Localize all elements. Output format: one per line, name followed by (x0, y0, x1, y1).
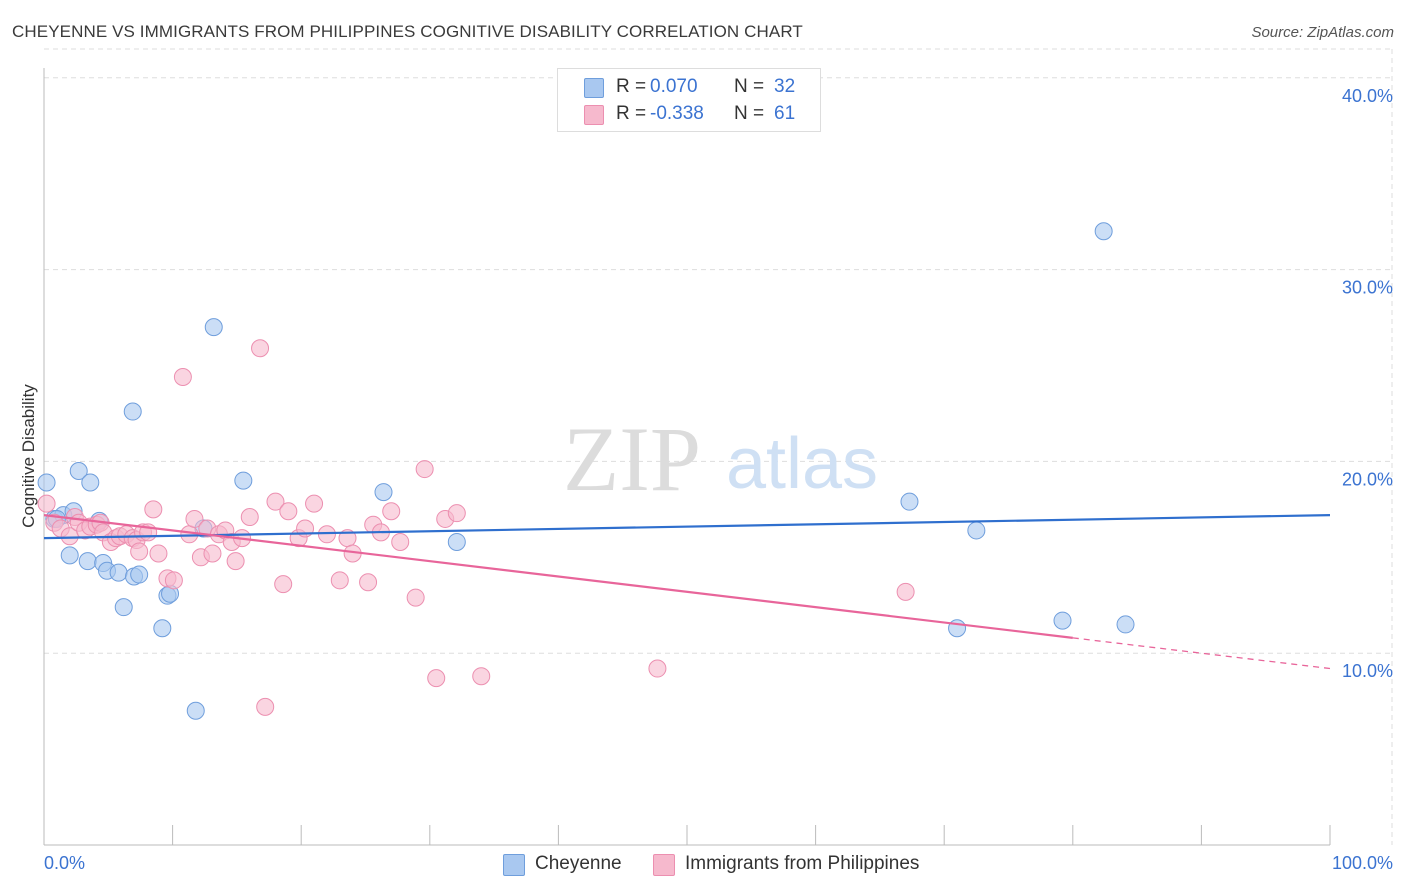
watermark: ZIP atlas (563, 408, 878, 510)
stats-legend-row-philippines: R = -0.338 N = 61 (558, 101, 820, 127)
philippines-point (37, 494, 56, 513)
philippines-point (359, 573, 378, 592)
philippines-point (279, 502, 298, 521)
cheyenne-point (81, 473, 100, 492)
philippines-point (251, 339, 270, 358)
r-value: 0.070 (650, 76, 698, 97)
cheyenne-point (374, 483, 393, 502)
philippines-legend-swatch (653, 854, 675, 876)
cheyenne-point (114, 598, 133, 617)
series-legend: Cheyenne Immigrants from Philippines (0, 852, 1406, 878)
philippines-point (447, 504, 466, 523)
philippines-point (256, 697, 275, 716)
n-label: N = (734, 103, 765, 124)
x-tick-label-min: 0.0% (44, 853, 85, 873)
y-tick-label: 40.0% (1342, 86, 1393, 106)
stats-legend: R = 0.070 N = 32 R = -0.338 N = 61 (557, 68, 821, 132)
cheyenne-swatch (584, 78, 604, 98)
philippines-point (274, 575, 293, 594)
cheyenne-point (60, 546, 79, 565)
watermark-atlas: atlas (726, 424, 878, 504)
cheyenne-point (153, 619, 172, 638)
philippines-point (180, 525, 199, 544)
philippines-point (305, 494, 324, 513)
philippines-point (648, 659, 667, 678)
cheyenne-trend-line (43, 514, 1331, 540)
n-label: N = (734, 76, 765, 97)
r-value: -0.338 (650, 103, 704, 124)
philippines-trend-line (43, 514, 1073, 639)
philippines-point (382, 502, 401, 521)
philippines-point (164, 571, 183, 590)
axis-labels: 10.0% 20.0% 30.0% 40.0% 0.0% 100.0% (44, 86, 1393, 873)
stats-legend-row-cheyenne: R = 0.070 N = 32 (558, 74, 820, 100)
legend-label-cheyenne: Cheyenne (535, 853, 622, 874)
cheyenne-point (78, 552, 97, 571)
cheyenne-point (109, 563, 128, 582)
philippines-point (226, 552, 245, 571)
cheyenne-legend-swatch (503, 854, 525, 876)
cheyenne-point (37, 473, 56, 492)
cheyenne-point (69, 461, 88, 480)
philippines-trend-extension (1072, 637, 1331, 670)
philippines-point (266, 492, 285, 511)
y-tick-label: 20.0% (1342, 469, 1393, 489)
n-value: 32 (774, 76, 796, 97)
philippines-point (173, 368, 192, 387)
cheyenne-point (447, 532, 466, 551)
grid-lines (44, 48, 1393, 845)
cheyenne-point (967, 521, 986, 540)
y-tick-label: 30.0% (1342, 278, 1393, 298)
x-tick-label-max: 100.0% (1332, 853, 1393, 873)
watermark-zip: ZIP (563, 408, 701, 510)
r-label: R = (616, 76, 647, 97)
philippines-point (391, 532, 410, 551)
r-label: R = (616, 103, 647, 124)
cheyenne-point (123, 402, 142, 421)
cheyenne-point (130, 565, 149, 584)
cheyenne-point (186, 701, 205, 720)
cheyenne-point (1094, 222, 1113, 241)
philippines-point (406, 588, 425, 607)
philippines-point (896, 582, 915, 601)
trend-lines (43, 514, 1331, 670)
philippines-point (427, 669, 446, 688)
philippines-point (185, 509, 204, 528)
data-points (37, 222, 1135, 720)
philippines-point (144, 500, 163, 519)
philippines-point (60, 527, 79, 546)
legend-label-philippines: Immigrants from Philippines (685, 853, 920, 874)
cheyenne-point (900, 492, 919, 511)
philippines-point (130, 542, 149, 561)
philippines-point (472, 667, 491, 686)
n-value: 61 (774, 103, 796, 124)
philippines-point (203, 544, 222, 563)
cheyenne-point (234, 471, 253, 490)
cheyenne-point (1053, 611, 1072, 630)
philippines-point (240, 508, 259, 527)
cheyenne-point (204, 318, 223, 337)
philippines-point (149, 544, 168, 563)
axes (43, 68, 1331, 846)
source-label: Source: ZipAtlas.com (1251, 24, 1394, 41)
chart-title: CHEYENNE VS IMMIGRANTS FROM PHILIPPINES … (12, 22, 803, 41)
y-axis-title: Cognitive Disability (19, 384, 38, 528)
y-tick-label: 10.0% (1342, 661, 1393, 681)
philippines-point (415, 460, 434, 479)
philippines-point (317, 525, 336, 544)
philippines-point (330, 571, 349, 590)
cheyenne-point (1116, 615, 1135, 634)
philippines-swatch (584, 105, 604, 125)
